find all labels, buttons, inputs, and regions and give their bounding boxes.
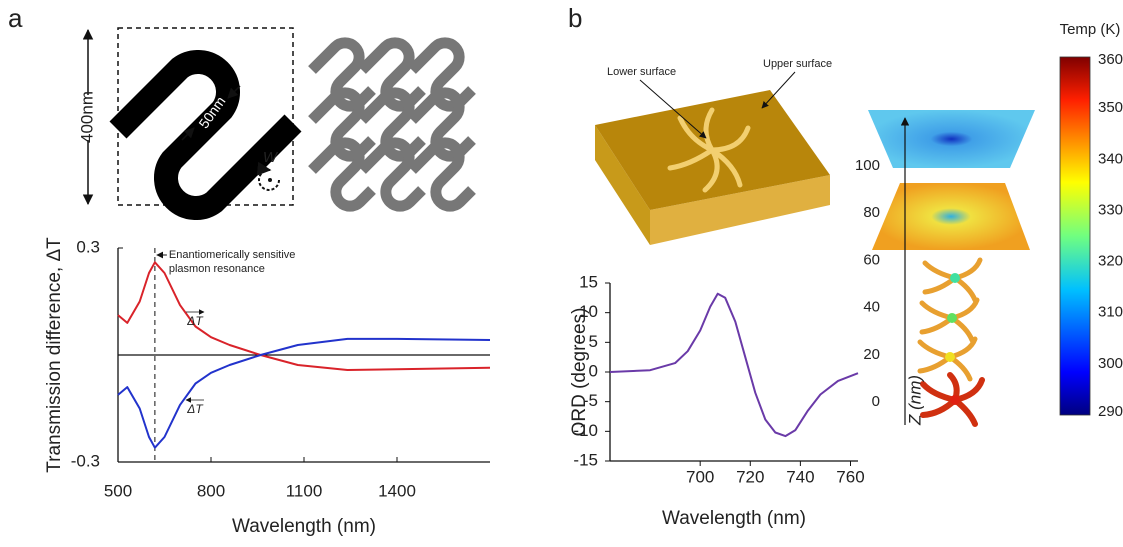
heat-layers: Z (nm) bbox=[868, 110, 1035, 427]
y-axis-label: ORD (degrees) bbox=[569, 308, 590, 437]
x-tick-label: 720 bbox=[736, 467, 764, 486]
surface-label: Lower surface bbox=[607, 66, 676, 78]
panel-label: b bbox=[568, 3, 582, 33]
x-tick-label: 500 bbox=[104, 481, 132, 500]
series-label: ΔT bbox=[186, 314, 204, 328]
colorbar-tick-label: 300 bbox=[1098, 355, 1123, 372]
colorbar-tick-label: 340 bbox=[1098, 150, 1123, 167]
colorbar-tick-label: 290 bbox=[1098, 403, 1123, 420]
x-tick-label: 1100 bbox=[286, 481, 323, 500]
surface-label: Upper surface bbox=[763, 58, 832, 70]
x-tick-label: 700 bbox=[686, 467, 714, 486]
series-line bbox=[609, 292, 859, 438]
x-axis-label: Wavelength (nm) bbox=[662, 508, 806, 529]
y-tick-label: -15 bbox=[573, 450, 598, 469]
z-tick-label: 0 bbox=[872, 393, 880, 410]
x-tick-label: 1400 bbox=[378, 481, 416, 500]
colorbar-tick-label: 330 bbox=[1098, 201, 1123, 218]
y-tick-label: -5 bbox=[583, 391, 598, 410]
colorbar-tick-label: 310 bbox=[1098, 304, 1123, 321]
x-tick-label: 740 bbox=[786, 467, 814, 486]
annotation: plasmon resonance bbox=[169, 263, 265, 275]
y-axis-label: Transmission difference, ΔT bbox=[44, 237, 65, 473]
y-tick-label: 10 bbox=[579, 302, 598, 321]
z-tick-label: 20 bbox=[863, 346, 880, 363]
y-tick-label: -10 bbox=[573, 421, 598, 440]
z-tick-label: 60 bbox=[863, 251, 880, 268]
colorbar: Temp (K) bbox=[1060, 21, 1121, 416]
colorbar-tick-label: 360 bbox=[1098, 51, 1123, 68]
annotation: Enantiomerically sensitive bbox=[169, 249, 296, 261]
z-tick-label: 100 bbox=[855, 157, 880, 174]
colorbar-title: Temp (K) bbox=[1060, 21, 1121, 38]
y-tick-label: 0 bbox=[589, 361, 598, 380]
unit-cell: 400nm 50nm W bbox=[77, 27, 293, 208]
x-axis-label: Wavelength (nm) bbox=[232, 516, 376, 537]
x-tick-label: 800 bbox=[197, 481, 225, 500]
scale-label: 400nm bbox=[77, 91, 96, 143]
colorbar-tick-label: 320 bbox=[1098, 253, 1123, 270]
panel-label: a bbox=[8, 3, 23, 33]
z-axis-label: Z (nm) bbox=[905, 375, 924, 426]
y-tick-label: 0.3 bbox=[76, 237, 100, 256]
z-tick-label: 80 bbox=[863, 204, 880, 221]
z-tick-label: 40 bbox=[863, 299, 880, 316]
series-line bbox=[117, 337, 491, 449]
series-label: ΔT bbox=[186, 402, 204, 416]
x-tick-label: 760 bbox=[836, 467, 864, 486]
colorbar-tick-label: 350 bbox=[1098, 99, 1123, 116]
series-line bbox=[117, 261, 491, 371]
rotation-label: W bbox=[263, 149, 279, 166]
y-tick-label: 15 bbox=[579, 272, 598, 291]
y-tick-label: -0.3 bbox=[71, 451, 100, 470]
y-tick-label: 5 bbox=[589, 332, 598, 351]
array bbox=[308, 37, 476, 212]
gold-plate: Lower surface Upper surface bbox=[595, 58, 832, 245]
